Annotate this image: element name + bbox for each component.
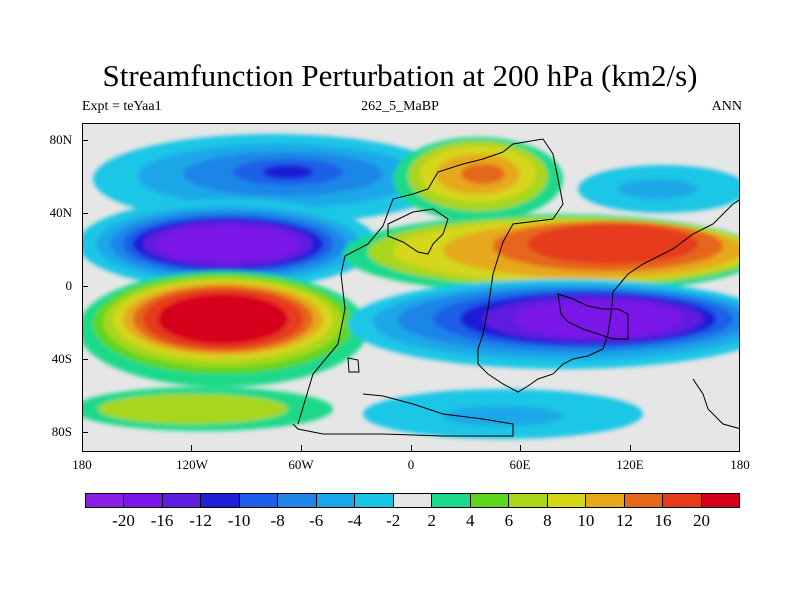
coastline-path bbox=[387, 208, 449, 255]
colorbar-label: 16 bbox=[654, 511, 672, 530]
lat-tick bbox=[82, 140, 88, 141]
colorbar-label: -16 bbox=[150, 511, 174, 530]
colorbar-label: 10 bbox=[577, 511, 595, 530]
coastline-path bbox=[292, 393, 514, 437]
lon-tick bbox=[630, 445, 631, 451]
colorbar-swatch bbox=[701, 494, 739, 507]
colorbar-swatch bbox=[201, 494, 240, 507]
colorbar-swatch bbox=[278, 494, 317, 507]
lon-tick bbox=[520, 445, 521, 451]
lat-tick bbox=[82, 213, 88, 214]
contour-map bbox=[82, 123, 740, 452]
lat-label-40s: 40S bbox=[51, 351, 72, 366]
lat-label-40n: 40N bbox=[49, 205, 72, 220]
colorbar-swatch bbox=[470, 494, 510, 507]
lon-label-60e: 60E bbox=[509, 457, 531, 472]
lat-tick bbox=[82, 359, 88, 360]
colorbar-label: -10 bbox=[227, 511, 251, 530]
colorbar-swatch bbox=[355, 494, 394, 507]
field-cell bbox=[461, 164, 505, 184]
colorbar-swatch bbox=[393, 494, 433, 507]
lat-label-80s: 80S bbox=[51, 424, 72, 439]
colorbar-label: -4 bbox=[347, 511, 362, 530]
lat-label-80n: 80N bbox=[49, 132, 72, 147]
colorbar-swatch bbox=[509, 494, 548, 507]
colorbar-swatch bbox=[432, 494, 471, 507]
lon-label-0: 0 bbox=[407, 457, 415, 472]
lon-label-180w: 180 bbox=[72, 457, 92, 472]
lon-tick bbox=[411, 445, 412, 451]
field-cell bbox=[158, 294, 288, 344]
map-title: Streamfunction Perturbation at 200 hPa (… bbox=[102, 58, 698, 93]
colorbar-label: -20 bbox=[112, 511, 135, 530]
colorbar-swatch bbox=[124, 494, 163, 507]
colorbar-label: -2 bbox=[386, 511, 401, 530]
lon-label-120e: 120E bbox=[616, 457, 644, 472]
colorbar-label: 6 bbox=[504, 511, 514, 530]
streamfunction-field bbox=[83, 134, 739, 439]
colorbar-label: 12 bbox=[615, 511, 633, 530]
coastline-path bbox=[347, 357, 360, 373]
period-label: 262_5_MaBP bbox=[361, 99, 439, 114]
season-label: ANN bbox=[711, 99, 742, 114]
field-cell bbox=[528, 224, 698, 264]
coastline-path bbox=[557, 293, 629, 340]
lat-tick bbox=[82, 432, 88, 433]
coastline-path bbox=[692, 378, 739, 429]
colorbar-label: -8 bbox=[270, 511, 285, 530]
colorbar-swatch bbox=[316, 494, 356, 507]
field-cell bbox=[156, 225, 300, 263]
colorbar bbox=[85, 493, 740, 508]
colorbar-swatch bbox=[624, 494, 664, 507]
colorbar-swatch bbox=[162, 494, 202, 507]
lon-tick bbox=[191, 445, 192, 451]
experiment-label: Expt = teYaa1 bbox=[82, 99, 162, 114]
lat-label-0: 0 bbox=[65, 278, 73, 293]
colorbar-swatch bbox=[586, 494, 625, 507]
colorbar-label: 2 bbox=[427, 511, 437, 530]
field-cell bbox=[443, 406, 563, 426]
colorbar-swatch bbox=[239, 494, 279, 507]
lon-label-60w: 60W bbox=[288, 457, 314, 472]
colorbar-label: -6 bbox=[309, 511, 324, 530]
lon-label-120w: 120W bbox=[176, 457, 208, 472]
field-cell bbox=[98, 394, 288, 424]
colorbar-swatch bbox=[663, 494, 702, 507]
lon-tick bbox=[301, 445, 302, 451]
field-cell bbox=[513, 300, 683, 338]
coastline-path bbox=[297, 138, 739, 425]
lon-label-180e: 180 bbox=[730, 457, 750, 472]
colorbar-label: 20 bbox=[692, 511, 710, 530]
colorbar-swatch bbox=[86, 494, 125, 507]
field-cell bbox=[263, 165, 313, 179]
colorbar-label: 8 bbox=[543, 511, 552, 530]
field-cell bbox=[618, 179, 698, 199]
colorbar-label: -12 bbox=[189, 511, 212, 530]
colorbar-swatch bbox=[547, 494, 587, 507]
lat-tick bbox=[82, 286, 88, 287]
colorbar-label: 4 bbox=[466, 511, 475, 530]
